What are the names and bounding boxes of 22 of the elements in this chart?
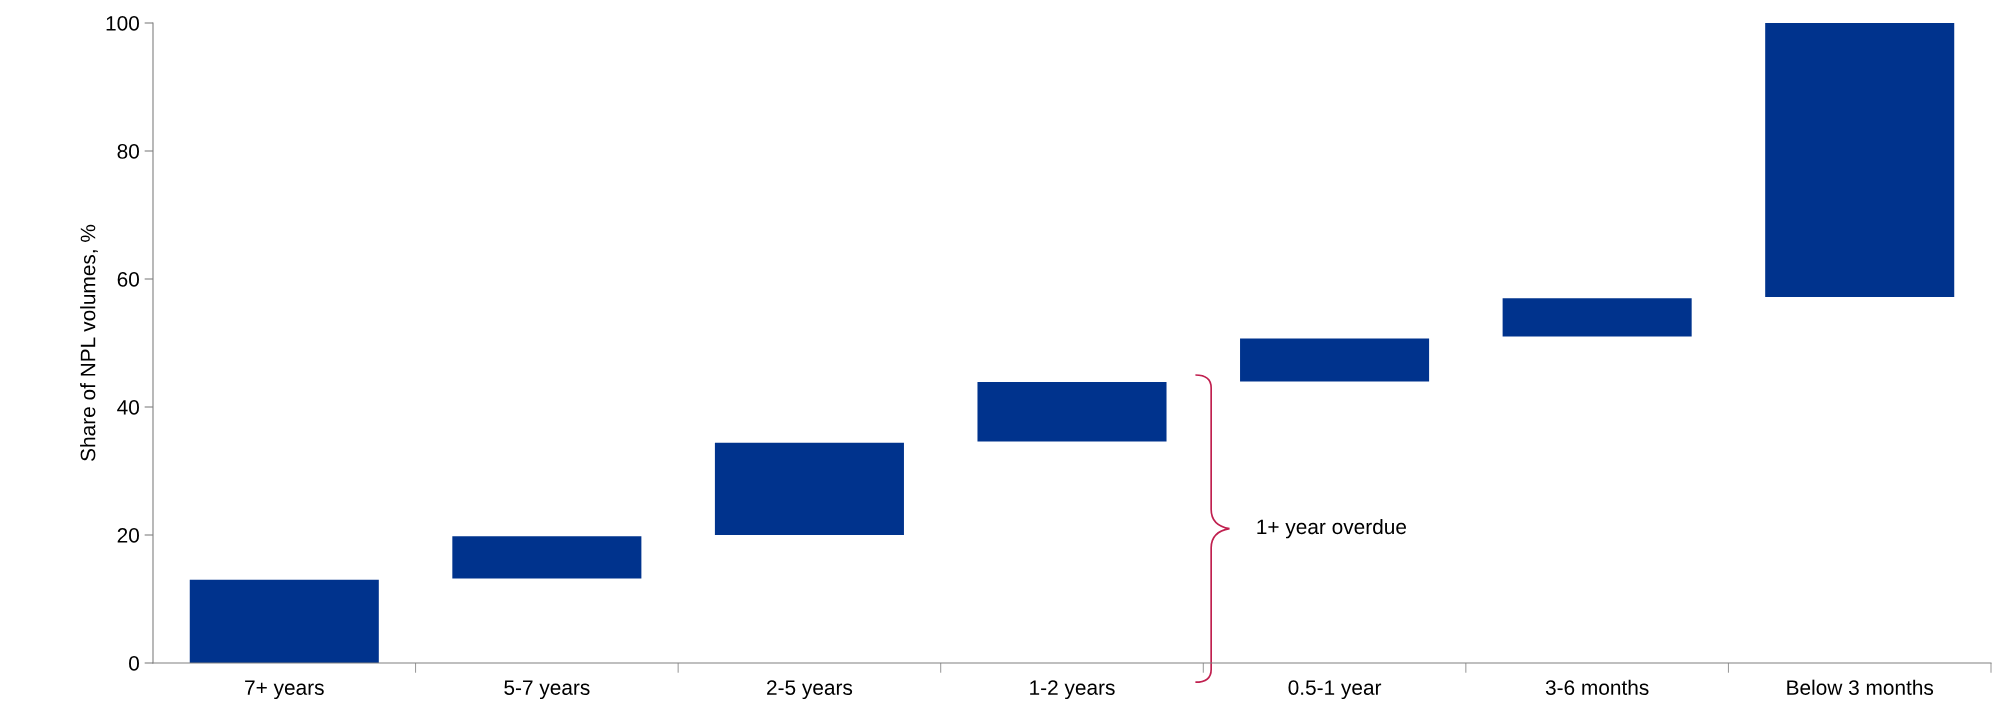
bar: [977, 382, 1167, 442]
y-tick-label: 20: [117, 528, 139, 543]
x-tick-label: 2-5 years: [767, 680, 853, 700]
bar: [1765, 23, 1955, 297]
x-tick-label: 3-6 months: [1545, 679, 1649, 695]
x-tick-label: 0.5-1 year: [1288, 680, 1382, 700]
x-tick-label: 1-2 years: [1030, 680, 1115, 700]
y-axis-title: Share of NPL volumes, %: [80, 224, 98, 461]
y-tick-label: 60: [117, 272, 139, 287]
bar: [1240, 338, 1430, 382]
bar: [452, 536, 642, 579]
y-tick-label: 80: [117, 144, 139, 159]
bar: [714, 442, 904, 535]
y-tick-label: 40: [117, 400, 139, 415]
annotation: 1+ year overdue: [1257, 518, 1407, 539]
x-tick-label: Below 3 months: [1787, 679, 1934, 695]
y-tick-label: 0: [129, 656, 139, 671]
bar: [189, 579, 379, 663]
x-tick-label: 5-7 years: [504, 680, 590, 700]
bar: [1502, 298, 1692, 337]
y-tick-label: 100: [106, 16, 139, 31]
x-tick-label: 7+ years: [245, 680, 324, 700]
